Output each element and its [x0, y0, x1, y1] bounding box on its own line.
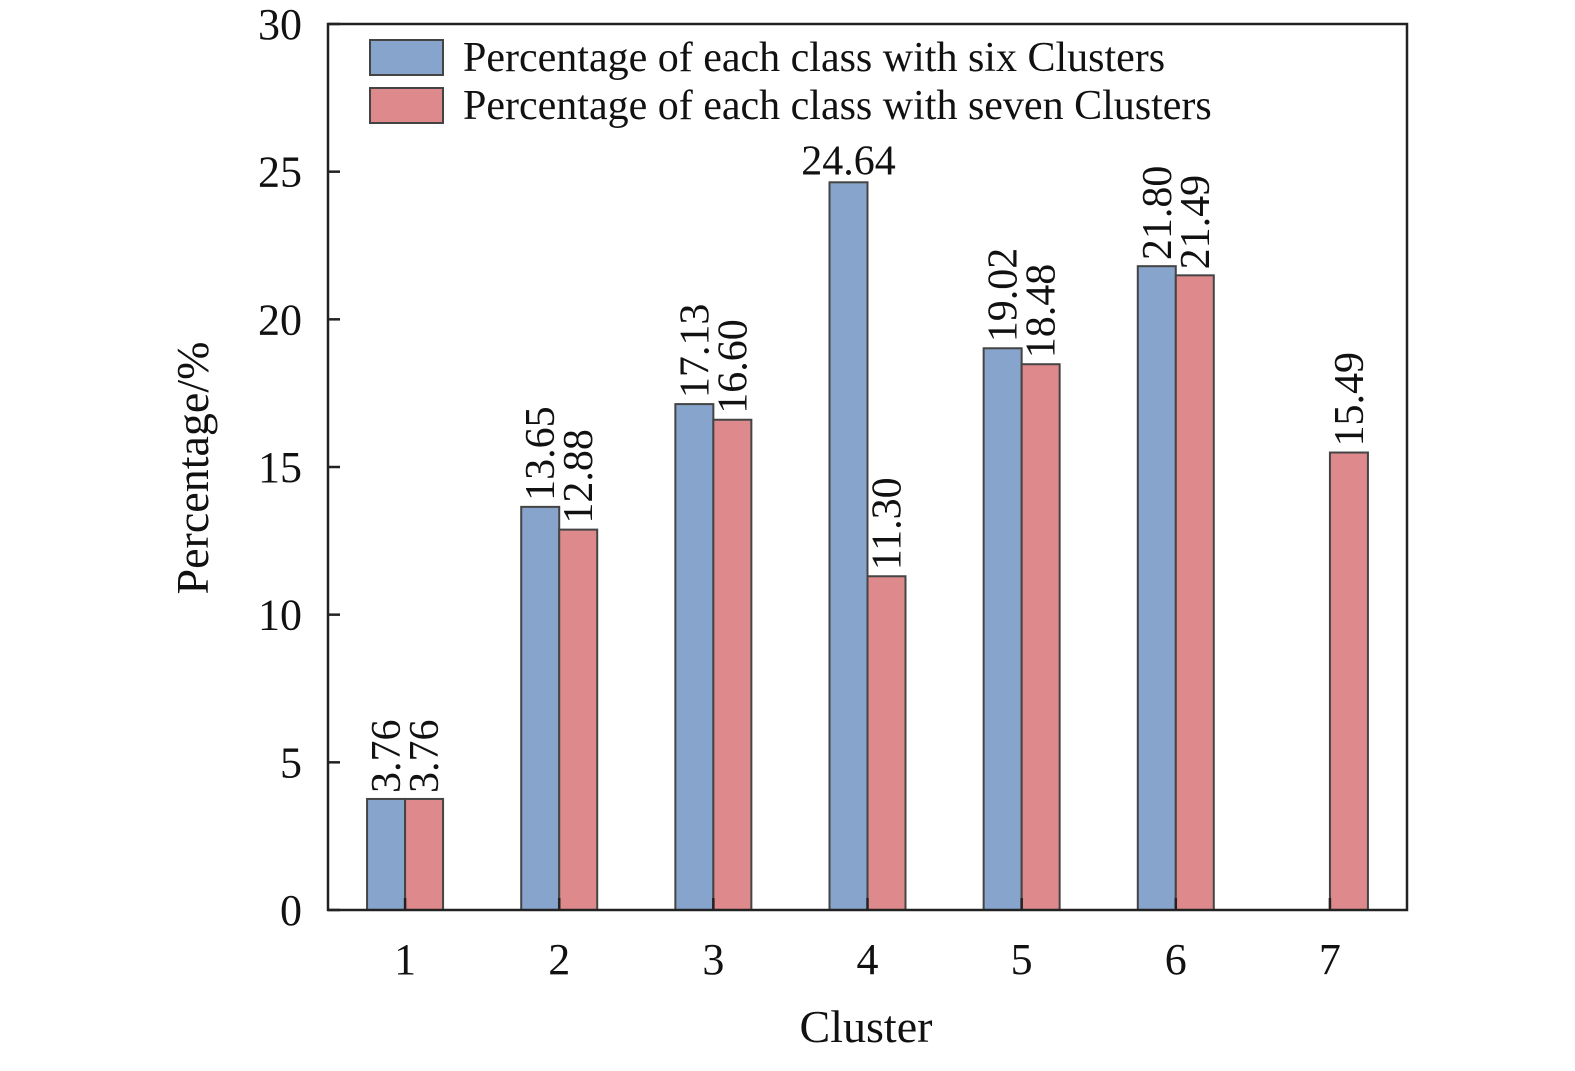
x-tick-label: 3 [702, 935, 724, 984]
y-tick-label: 25 [258, 148, 302, 197]
legend-label: Percentage of each class with six Cluste… [463, 35, 1165, 81]
bar-value-label: 21.80 [1135, 166, 1181, 261]
x-axis: 1 2 3 4 5 6 7 [394, 898, 1341, 984]
bar-series-1 [828, 181, 869, 912]
bar-value-label: 19.02 [981, 248, 1027, 343]
bar-series-1 [674, 403, 715, 911]
bar-series-2 [404, 797, 445, 911]
x-tick-label: 1 [394, 935, 416, 984]
bar-value-label: 15.49 [1327, 352, 1373, 447]
bar-series-1 [366, 797, 407, 911]
y-tick-label: 20 [258, 295, 302, 344]
bar-series-2 [712, 418, 753, 911]
legend-swatch [369, 39, 444, 76]
bar-value-label: 3.76 [402, 719, 448, 793]
bar-series-1 [1136, 265, 1177, 911]
y-tick-label: 10 [258, 591, 302, 640]
bar-series-2 [1174, 274, 1215, 911]
legend-label: Percentage of each class with seven Clus… [463, 83, 1212, 129]
bar-value-label: 12.88 [556, 429, 602, 524]
legend-swatch [369, 87, 444, 124]
bar-value-label: 24.64 [801, 138, 896, 184]
y-tick-label: 30 [258, 0, 302, 49]
x-tick-label: 2 [548, 935, 570, 984]
bar-value-label: 13.65 [518, 406, 564, 501]
bar-series-2 [1020, 363, 1061, 911]
x-tick-label: 5 [1011, 935, 1033, 984]
bar-value-label: 11.30 [865, 477, 911, 570]
bars-layer [366, 181, 1369, 912]
bar-series-1 [982, 347, 1023, 911]
bar-series-2 [1328, 451, 1369, 911]
bar-value-label: 3.76 [364, 719, 410, 793]
bar-series-2 [866, 575, 907, 911]
y-axis: 0 5 10 15 20 25 30 [258, 0, 340, 935]
y-tick-label: 5 [280, 738, 302, 787]
bar-series-1 [520, 505, 561, 911]
bar-series-2 [558, 528, 599, 911]
x-tick-label: 6 [1165, 935, 1187, 984]
bar-value-label: 18.48 [1019, 264, 1065, 359]
y-tick-label: 0 [280, 886, 302, 935]
y-axis-title: Percentage/% [167, 342, 218, 595]
x-tick-label: 7 [1319, 935, 1341, 984]
bar-value-label: 21.49 [1173, 175, 1219, 270]
bar-value-label: 16.60 [710, 319, 756, 414]
y-tick-label: 15 [258, 443, 302, 492]
x-tick-label: 4 [857, 935, 879, 984]
x-axis-title: Cluster [800, 1001, 933, 1052]
bar-value-label: 17.13 [672, 304, 718, 399]
legend: Percentage of each class with six Cluste… [369, 35, 1212, 129]
